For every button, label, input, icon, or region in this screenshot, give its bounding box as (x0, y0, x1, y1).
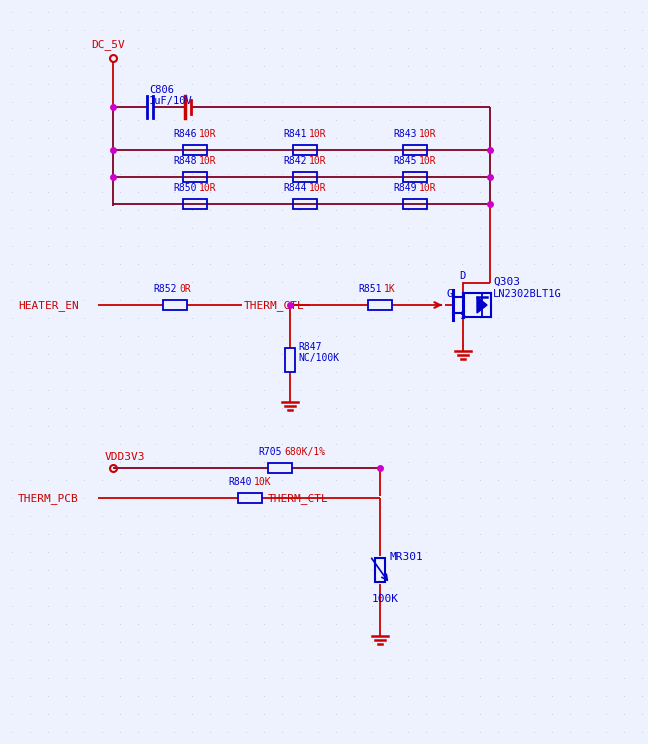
Text: MR301: MR301 (390, 552, 424, 562)
Bar (293, 172, 317, 182)
Text: 10R: 10R (419, 156, 437, 166)
Text: 10K: 10K (254, 477, 272, 487)
Text: 10R: 10R (419, 183, 437, 193)
Text: NC/100K: NC/100K (298, 353, 339, 363)
Bar (183, 172, 207, 182)
Text: S: S (459, 311, 465, 321)
Text: DC_5V: DC_5V (91, 39, 125, 50)
Text: R846: R846 (173, 129, 196, 139)
Text: 10R: 10R (199, 129, 216, 139)
Text: R852: R852 (153, 284, 176, 294)
Text: R841: R841 (283, 129, 307, 139)
Text: VDD3V3: VDD3V3 (105, 452, 146, 462)
Text: R844: R844 (283, 183, 307, 193)
Bar (285, 348, 295, 372)
Text: 1K: 1K (384, 284, 396, 294)
Text: 10R: 10R (419, 129, 437, 139)
Text: 10R: 10R (309, 183, 327, 193)
Text: THERM_CTL: THERM_CTL (268, 493, 329, 504)
Bar (293, 199, 317, 209)
Bar (403, 145, 427, 155)
Bar (238, 493, 262, 503)
Bar (293, 145, 317, 155)
Polygon shape (477, 297, 487, 313)
Text: R705: R705 (258, 447, 281, 457)
Text: 10R: 10R (199, 156, 216, 166)
Text: D: D (459, 271, 465, 281)
Text: 100K: 100K (372, 594, 399, 604)
Text: 680K/1%: 680K/1% (284, 447, 325, 457)
Text: THERM_CTL: THERM_CTL (244, 301, 305, 312)
Text: HEATER_EN: HEATER_EN (18, 301, 79, 312)
Text: THERM_PCB: THERM_PCB (18, 493, 79, 504)
Text: R842: R842 (283, 156, 307, 166)
Text: R847: R847 (298, 342, 321, 352)
Text: 1uF/10V: 1uF/10V (149, 96, 192, 106)
Bar (403, 199, 427, 209)
Bar (183, 145, 207, 155)
Text: R849: R849 (393, 183, 417, 193)
Text: R850: R850 (173, 183, 196, 193)
Bar (183, 199, 207, 209)
Bar (163, 300, 187, 310)
Bar (375, 558, 385, 582)
Text: R851: R851 (358, 284, 382, 294)
Text: R848: R848 (173, 156, 196, 166)
Bar (268, 463, 292, 473)
Text: 10R: 10R (309, 129, 327, 139)
Text: LN2302BLT1G: LN2302BLT1G (493, 289, 562, 299)
Text: 10R: 10R (309, 156, 327, 166)
Bar (403, 172, 427, 182)
Text: C806: C806 (149, 85, 174, 95)
Text: R840: R840 (228, 477, 251, 487)
Text: 0R: 0R (179, 284, 191, 294)
Text: Q303: Q303 (493, 277, 520, 287)
Bar (368, 300, 392, 310)
Text: 10R: 10R (199, 183, 216, 193)
Text: R843: R843 (393, 129, 417, 139)
Text: G: G (447, 289, 453, 299)
Text: R845: R845 (393, 156, 417, 166)
